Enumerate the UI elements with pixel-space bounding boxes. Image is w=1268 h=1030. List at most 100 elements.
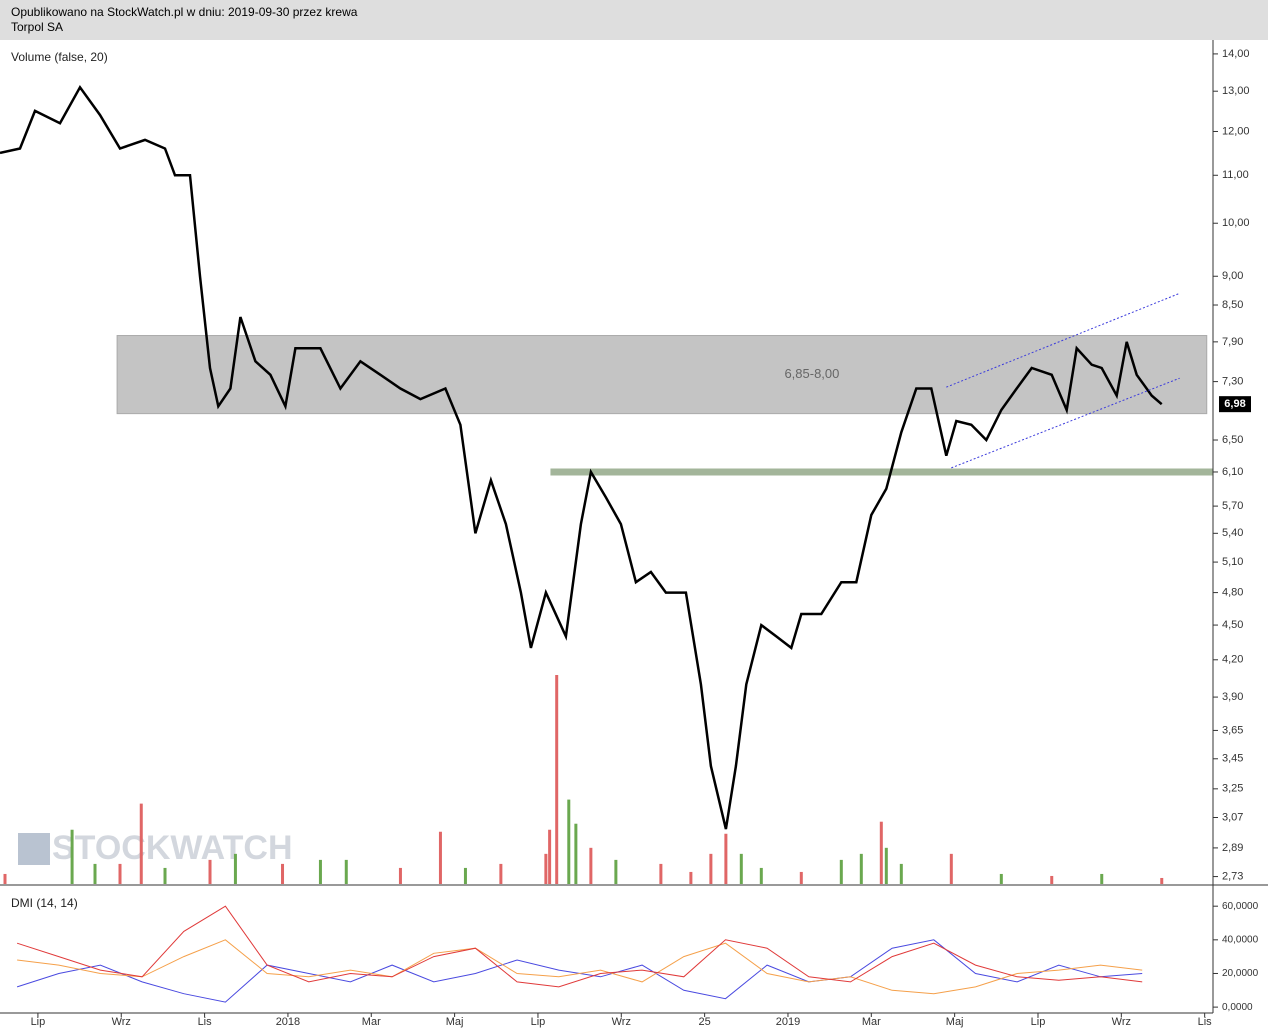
y-tick-label: 0,0000 xyxy=(1222,1002,1253,1013)
x-tick-label: Mar xyxy=(862,1016,881,1028)
volume-bar xyxy=(589,847,593,884)
last-price-tag xyxy=(1219,396,1251,413)
volume-bar xyxy=(318,859,322,884)
y-tick-label: 2,73 xyxy=(1222,870,1243,882)
x-tick-label: Lis xyxy=(198,1016,213,1028)
x-tick-label: Lip xyxy=(31,1016,46,1028)
y-tick-label: 7,90 xyxy=(1222,336,1243,348)
volume-bar xyxy=(544,853,548,884)
dmi-line xyxy=(17,939,1143,995)
channel-line xyxy=(951,377,1180,469)
x-tick-label: Lip xyxy=(531,1016,546,1028)
x-tick-label: Wrz xyxy=(612,1016,631,1028)
y-tick-label: 4,20 xyxy=(1222,654,1243,666)
volume-bar xyxy=(499,863,503,884)
volume-bar xyxy=(163,867,167,884)
volume-bar xyxy=(281,863,285,884)
volume-bar xyxy=(118,863,122,884)
x-tick-label: Maj xyxy=(446,1016,464,1028)
volume-bar xyxy=(93,863,97,884)
volume-bar xyxy=(949,853,953,884)
resistance-zone xyxy=(116,335,1208,415)
volume-bar xyxy=(614,859,618,884)
y-tick-label: 6,50 xyxy=(1222,434,1243,446)
y-tick-label: 5,10 xyxy=(1222,556,1243,568)
volume-bar xyxy=(438,831,442,884)
x-tick-label: Wrz xyxy=(112,1016,131,1028)
watermark: STOCKWATCH xyxy=(52,829,293,867)
y-tick-label: 8,50 xyxy=(1222,299,1243,311)
y-tick-label: 4,50 xyxy=(1222,619,1243,631)
y-tick-label: 11,00 xyxy=(1222,169,1249,181)
y-tick-label: 14,00 xyxy=(1222,48,1250,60)
volume-bar xyxy=(548,829,552,884)
y-tick-label: 4,80 xyxy=(1222,586,1243,598)
x-tick-label: Lis xyxy=(1198,1016,1213,1028)
dmi-line xyxy=(16,905,1143,988)
volume-bar xyxy=(3,873,7,884)
y-tick-label: 12,00 xyxy=(1222,125,1250,137)
y-tick-label: 5,70 xyxy=(1222,500,1243,512)
volume-bar xyxy=(799,871,803,884)
x-tick-label: Mar xyxy=(362,1016,381,1028)
y-tick-label: 40,0000 xyxy=(1222,934,1259,945)
price-panel-label: Volume (false, 20) xyxy=(11,50,108,64)
volume-bar xyxy=(689,871,693,884)
volume-bar xyxy=(879,821,883,884)
volume-bar xyxy=(398,867,402,884)
y-tick-label: 6,10 xyxy=(1222,466,1243,478)
y-tick-label: 60,0000 xyxy=(1222,901,1259,912)
x-tick-label: 2018 xyxy=(276,1016,300,1028)
y-tick-label: 20,0000 xyxy=(1222,968,1259,979)
x-tick-label: Lip xyxy=(1031,1016,1046,1028)
volume-bar xyxy=(70,829,74,884)
zone-label: 6,85-8,00 xyxy=(784,366,839,381)
volume-bar xyxy=(555,675,559,884)
header: Opublikowano na StockWatch.pl w dniu: 20… xyxy=(0,0,1268,40)
volume-bar xyxy=(463,867,467,884)
y-tick-label: 3,90 xyxy=(1222,691,1243,703)
volume-bar xyxy=(139,803,143,884)
y-tick-label: 13,00 xyxy=(1222,85,1250,97)
y-tick-label: 9,00 xyxy=(1222,270,1243,282)
volume-bar xyxy=(567,799,571,884)
channel-line xyxy=(946,292,1180,388)
price-line xyxy=(0,84,1163,830)
volume-bar xyxy=(574,823,578,884)
y-tick-label: 7,30 xyxy=(1222,376,1243,388)
volume-bar xyxy=(659,863,663,884)
volume-bar xyxy=(344,859,348,884)
volume-bar xyxy=(999,873,1003,884)
volume-bar xyxy=(899,863,903,884)
volume-bar xyxy=(1160,877,1164,884)
x-tick-label: 2019 xyxy=(776,1016,800,1028)
volume-bar xyxy=(709,853,713,884)
watermark-icon xyxy=(18,833,50,865)
volume-bar xyxy=(724,833,728,884)
x-tick-label: Wrz xyxy=(1112,1016,1131,1028)
volume-bar xyxy=(739,853,743,884)
publish-info: Opublikowano na StockWatch.pl w dniu: 20… xyxy=(11,5,358,19)
x-tick-label: Maj xyxy=(946,1016,964,1028)
y-tick-label: 3,65 xyxy=(1222,724,1243,736)
volume-bar xyxy=(839,859,843,884)
y-tick-label: 3,25 xyxy=(1222,783,1243,795)
y-tick-label: 3,45 xyxy=(1222,753,1243,765)
ticker-name: Torpol SA xyxy=(11,20,64,34)
last-price-label: 6,98 xyxy=(1224,398,1245,410)
y-tick-label: 2,89 xyxy=(1222,842,1243,854)
volume-bar xyxy=(233,853,237,884)
x-tick-label: 25 xyxy=(699,1016,711,1028)
volume-bar xyxy=(1100,873,1104,884)
volume-bar xyxy=(1050,875,1054,884)
volume-bar xyxy=(859,853,863,884)
dmi-panel-label: DMI (14, 14) xyxy=(11,896,78,910)
volume-bar xyxy=(884,847,888,884)
volume-bar xyxy=(759,867,763,884)
y-tick-label: 3,07 xyxy=(1222,811,1243,823)
volume-bar xyxy=(208,859,212,884)
y-tick-label: 10,00 xyxy=(1222,217,1250,229)
y-tick-label: 5,40 xyxy=(1222,527,1243,539)
